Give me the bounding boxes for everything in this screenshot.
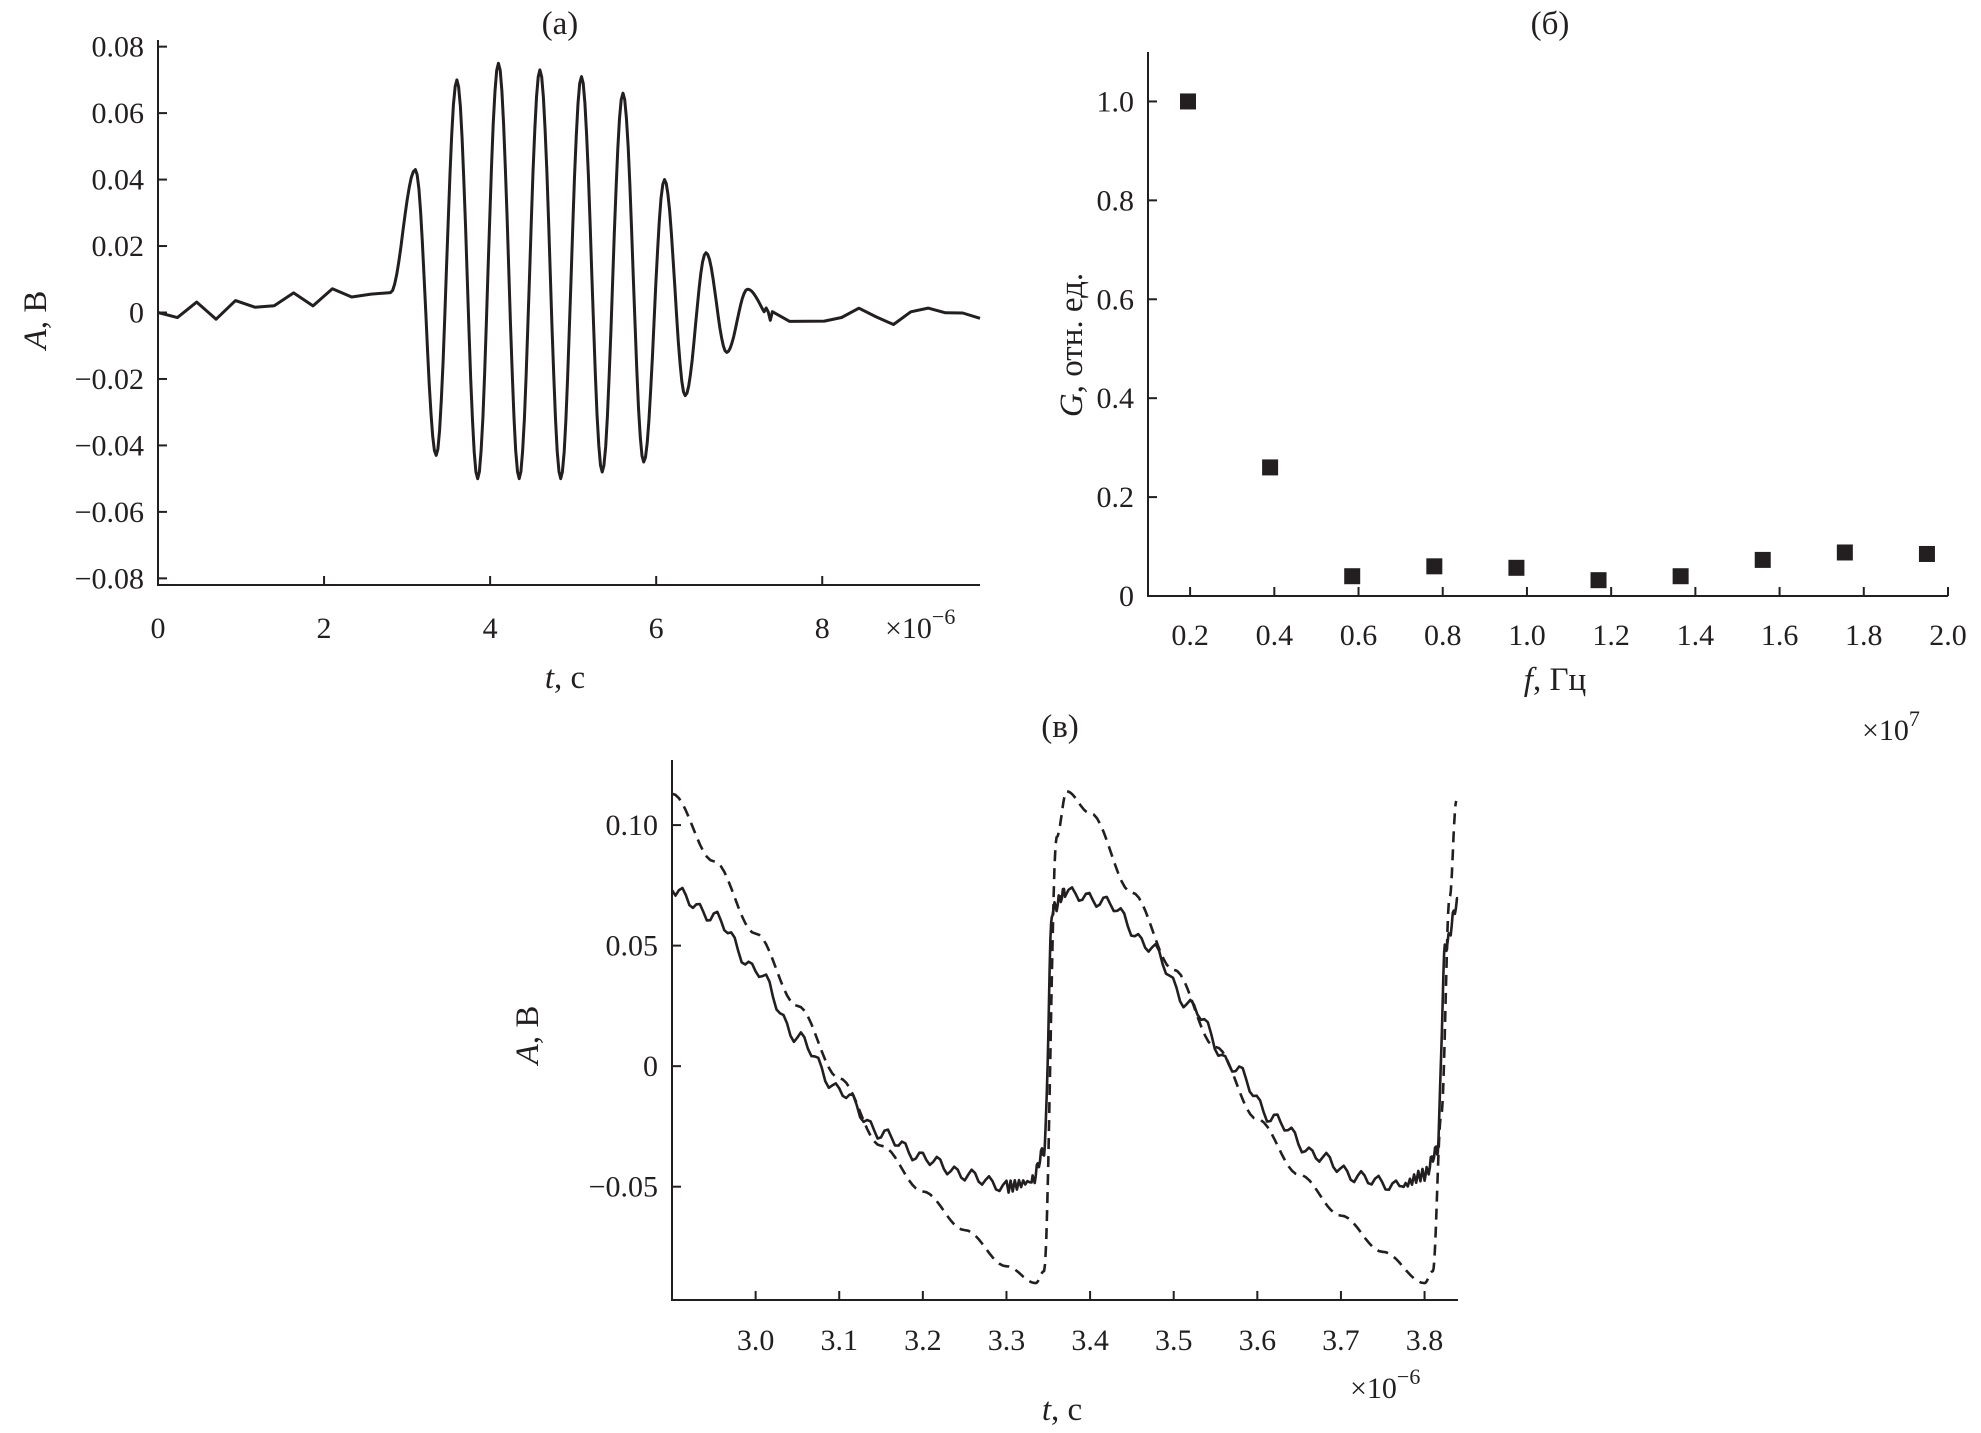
y-tick-label: 0.05 (606, 930, 659, 963)
x-tick-label: 2.0 (1929, 619, 1967, 652)
dashed-series-line (671, 790, 1458, 1285)
x-tick-label: 3.0 (737, 1324, 775, 1357)
y-axis-label: G, отн. ед. (1054, 273, 1090, 417)
panel-title: (б) (1531, 6, 1570, 42)
x-tick-label: 3.2 (904, 1324, 942, 1357)
x-tick-label: 1.2 (1592, 619, 1630, 652)
y-tick-label: −0.05 (589, 1171, 658, 1204)
x-tick-label: 0.6 (1340, 619, 1378, 652)
x-multiplier-base: ×10 (1350, 1372, 1397, 1405)
x-tick-label: 0.4 (1256, 619, 1294, 652)
x-multiplier-base: ×10 (885, 612, 932, 645)
y-tick-label: −0.04 (75, 429, 144, 462)
panel-a-chart: (a) 0 2 4 6 8 −0.08 −0.06 −0.04 −0.02 0 0.02 0.04 0.0… (18, 6, 981, 696)
y-tick-label: 0.8 (1097, 184, 1135, 217)
x-tick-label: 4 (483, 612, 498, 645)
y-tick-label: 0.06 (92, 97, 145, 130)
data-point-marker (1508, 559, 1525, 576)
y-tick-label: −0.06 (75, 496, 144, 529)
data-point-marker (1426, 558, 1443, 575)
y-tick-label: 0 (129, 297, 144, 330)
y-axis-unit: , В (510, 1006, 546, 1045)
x-tick-label: 3.3 (988, 1324, 1026, 1357)
axes-frame (1147, 52, 1948, 597)
x-axis-label: f, Гц (1524, 662, 1586, 698)
data-point-marker (1672, 568, 1689, 585)
panel-c-chart: (в) 3.0 3.1 3.2 3.3 3.4 3.5 3.6 3.7 3.8 −0.05 0 0.05… (510, 709, 1459, 1428)
x-tick-label: 6 (649, 612, 664, 645)
y-axis-label: A, В (510, 1006, 546, 1067)
y-tick-label: 0.2 (1097, 481, 1135, 514)
data-point-marker (1918, 545, 1935, 562)
y-tick-label: 0 (643, 1050, 658, 1083)
solid-series-line (157, 61, 981, 481)
x-axis-unit: , с (554, 660, 585, 696)
x-axis-symbol: t (1042, 1392, 1052, 1428)
axes-frame (671, 760, 1458, 1301)
y-axis-symbol: G (1054, 393, 1090, 417)
data-point-marker (1180, 93, 1196, 110)
y-tick-label: 0.04 (92, 164, 145, 197)
x-tick-label: 3.5 (1155, 1324, 1193, 1357)
y-tick-label: 0 (1119, 580, 1134, 613)
y-tick-label: −0.02 (75, 363, 144, 396)
x-axis-label: t, с (1042, 1392, 1082, 1428)
x-multiplier-label: ×107 (1862, 706, 1920, 747)
x-tick-label: 1.4 (1677, 619, 1715, 652)
panel-b-chart: (б) 0.2 0.4 0.6 0.8 1.0 1.2 1.4 1.6 1.8 2.0 0 0.2 0.4… (1054, 6, 1967, 747)
x-tick-label: 1.0 (1508, 619, 1546, 652)
x-tick-label: 3.4 (1071, 1324, 1109, 1357)
x-multiplier-exponent: 7 (1909, 706, 1920, 731)
y-tick-label: 0.10 (606, 809, 659, 842)
x-tick-label: 0.2 (1171, 619, 1209, 652)
y-tick-label: 0.02 (92, 230, 145, 263)
x-axis-label: t, с (545, 660, 585, 696)
x-multiplier-exponent: −6 (932, 604, 955, 629)
x-tick-label: 1.8 (1845, 619, 1883, 652)
x-tick-label: 3.7 (1322, 1324, 1360, 1357)
x-tick-label: 8 (815, 612, 830, 645)
x-tick-label: 3.6 (1239, 1324, 1277, 1357)
data-point-marker (1590, 572, 1607, 589)
data-point-marker (1262, 459, 1279, 476)
data-point-marker (1836, 544, 1853, 561)
x-tick-label: 2 (317, 612, 332, 645)
y-axis-unit: , В (18, 291, 54, 330)
x-axis-unit: , с (1051, 1392, 1082, 1428)
y-axis-symbol: A (510, 1043, 546, 1066)
x-tick-label: 3.1 (820, 1324, 858, 1357)
y-axis-symbol: A (18, 328, 54, 351)
panel-title: (a) (542, 6, 579, 42)
x-tick-label: 1.6 (1761, 619, 1799, 652)
solid-series-line (670, 886, 1459, 1194)
x-tick-label: 3.8 (1406, 1324, 1444, 1357)
x-axis-unit: , Гц (1533, 662, 1586, 698)
y-axis-label: A, В (18, 291, 54, 352)
y-tick-label: 0.6 (1097, 283, 1135, 316)
y-axis-unit: , отн. ед. (1054, 273, 1090, 393)
x-tick-label: 0.8 (1424, 619, 1462, 652)
x-multiplier-label: ×10−6 (885, 604, 955, 645)
y-tick-label: −0.08 (75, 562, 144, 595)
x-multiplier-base: ×10 (1862, 714, 1909, 747)
x-multiplier-exponent: −6 (1397, 1364, 1420, 1389)
x-axis-symbol: t (545, 660, 555, 696)
x-multiplier-label: ×10−6 (1350, 1364, 1420, 1405)
panel-title: (в) (1041, 709, 1079, 745)
data-point-marker (1344, 568, 1361, 585)
x-tick-label: 0 (151, 612, 166, 645)
y-tick-label: 0.4 (1097, 382, 1135, 415)
data-point-marker (1754, 551, 1771, 568)
y-tick-label: 0.08 (92, 31, 145, 64)
y-tick-label: 1.0 (1097, 85, 1135, 118)
